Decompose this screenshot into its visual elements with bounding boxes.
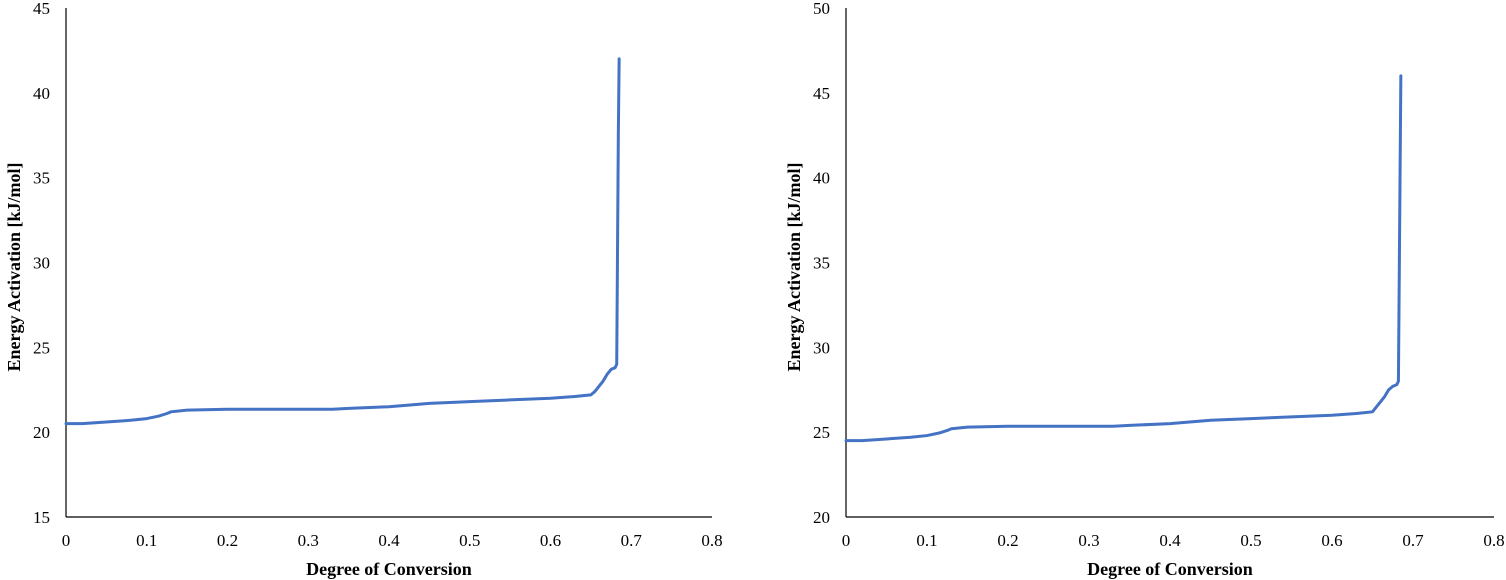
x-axis-title: Degree of Conversion: [1087, 559, 1253, 579]
x-tick-label: 0.3: [298, 531, 319, 550]
x-tick-label: 0.8: [1483, 531, 1504, 550]
x-tick-label: 0.4: [378, 531, 400, 550]
x-tick-label: 0.7: [1402, 531, 1424, 550]
series-marks: [844, 74, 1403, 443]
y-tick-label: 15: [33, 508, 50, 527]
y-tick-label: 45: [813, 84, 830, 103]
y-tick-labels: 15 20 25 30 35 40 45: [33, 0, 50, 527]
y-tick-labels: 20 25 30 35 40 45 50: [813, 0, 830, 527]
y-tick-label: 20: [33, 423, 50, 442]
chart-left: 0 0.1 0.2 0.3 0.4 0.5 0.6 0.7 0.8 15 20 25 30 35 40 45…: [4, 0, 723, 579]
y-tick-label: 20: [813, 508, 830, 527]
x-tick-label: 0.2: [217, 531, 238, 550]
x-tick-label: 0.1: [916, 531, 937, 550]
y-tick-label: 40: [33, 84, 50, 103]
series-line: [844, 74, 1403, 443]
x-tick-label: 0.5: [459, 531, 480, 550]
y-tick-label: 25: [33, 338, 50, 357]
chart-right: 0 0.1 0.2 0.3 0.4 0.5 0.6 0.7 0.8 20 25 30 35 40 45 50…: [784, 0, 1505, 579]
y-tick-label: 45: [33, 0, 50, 18]
y-tick-label: 40: [813, 169, 830, 188]
x-tick-label: 0: [842, 531, 851, 550]
y-tick-label: 30: [813, 338, 830, 357]
series-marks: [64, 57, 621, 426]
x-tick-label: 0.6: [1321, 531, 1342, 550]
x-tick-label: 0: [62, 531, 71, 550]
x-tick-label: 0.6: [540, 531, 561, 550]
y-tick-label: 35: [813, 254, 830, 273]
y-axis-title: Energy Activation [kJ/mol]: [784, 163, 804, 372]
y-tick-label: 25: [813, 423, 830, 442]
y-tick-label: 35: [33, 169, 50, 188]
series-line: [64, 57, 621, 426]
x-tick-label: 0.1: [136, 531, 157, 550]
x-tick-label: 0.2: [997, 531, 1018, 550]
x-tick-label: 0.5: [1240, 531, 1261, 550]
y-tick-label: 30: [33, 254, 50, 273]
x-tick-labels: 0 0.1 0.2 0.3 0.4 0.5 0.6 0.7 0.8: [62, 531, 723, 550]
y-axis-title: Energy Activation [kJ/mol]: [4, 163, 24, 372]
x-tick-label: 0.4: [1159, 531, 1181, 550]
x-tick-label: 0.3: [1078, 531, 1099, 550]
x-axis-title: Degree of Conversion: [306, 559, 472, 579]
x-tick-label: 0.7: [621, 531, 643, 550]
y-tick-label: 50: [813, 0, 830, 18]
x-tick-label: 0.8: [701, 531, 722, 550]
x-tick-labels: 0 0.1 0.2 0.3 0.4 0.5 0.6 0.7 0.8: [842, 531, 1505, 550]
